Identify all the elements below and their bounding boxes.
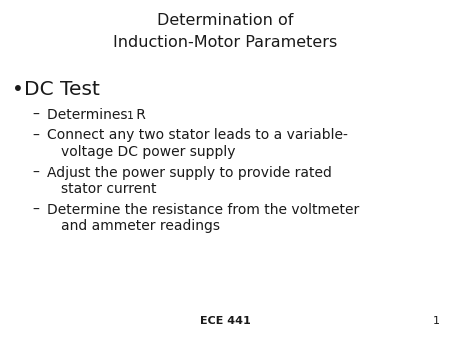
Text: Determine the resistance from the voltmeter: Determine the resistance from the voltme… [47,202,359,217]
Text: DC Test: DC Test [24,80,100,99]
Text: voltage DC power supply: voltage DC power supply [61,145,235,159]
Text: –: – [32,108,39,122]
Text: 1: 1 [433,316,440,326]
Text: Adjust the power supply to provide rated: Adjust the power supply to provide rated [47,166,332,179]
Text: Determination of: Determination of [157,13,293,28]
Text: stator current: stator current [61,182,157,196]
Text: Determines  R: Determines R [47,108,146,122]
Text: Induction-Motor Parameters: Induction-Motor Parameters [113,35,337,50]
Text: Connect any two stator leads to a variable-: Connect any two stator leads to a variab… [47,128,348,143]
Text: •: • [12,80,24,99]
Text: and ammeter readings: and ammeter readings [61,219,220,233]
Text: –: – [32,128,39,143]
Text: –: – [32,166,39,179]
Text: ECE 441: ECE 441 [200,316,250,326]
Text: 1: 1 [127,111,134,121]
Text: –: – [32,202,39,217]
